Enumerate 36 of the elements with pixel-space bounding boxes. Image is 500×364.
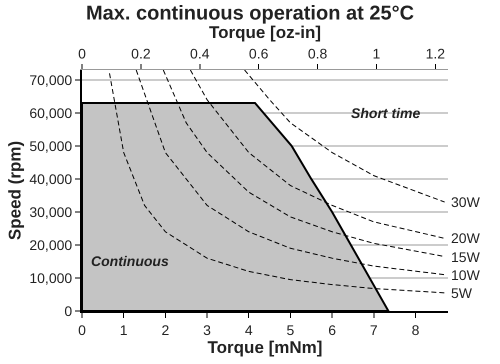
x2-tick-label: 0.8: [308, 45, 328, 62]
series-label: 30W: [451, 194, 481, 210]
x-tick-label: 3: [203, 322, 212, 338]
x-tick-label: 5: [286, 322, 295, 338]
y-tick-label: 60,000: [29, 104, 72, 121]
x-tick-label: 8: [412, 322, 420, 338]
x-tick-label: 4: [244, 322, 253, 338]
x-tick-label: 7: [370, 322, 378, 338]
series-label: 5W: [451, 285, 473, 301]
x-tick-label: 0: [78, 322, 86, 338]
y-axis-title: Speed (rpm): [5, 140, 24, 240]
x2-tick-label: 0.6: [248, 45, 269, 62]
x2-tick-label: 0: [78, 45, 86, 62]
chart-title: Max. continuous operation at 25°C: [86, 2, 414, 24]
series-label: 10W: [451, 267, 481, 283]
y-tick-label: 20,000: [29, 236, 72, 253]
y-tick-label: 70,000: [29, 72, 72, 88]
x2-tick-label: 0.2: [131, 45, 151, 62]
x2-tick-label: 0.4: [190, 45, 210, 62]
series-label: 15W: [451, 249, 481, 265]
y-tick-label: 0: [64, 302, 72, 319]
x-tick-label: 6: [328, 322, 336, 338]
x-tick-label: 1: [120, 322, 128, 338]
x2-tick-label: 1.2: [426, 45, 446, 62]
x-axis-title: Torque [mNm]: [208, 338, 322, 357]
x-tick-label: 2: [161, 322, 170, 338]
x2-axis-title: Torque [oz-in]: [208, 22, 322, 42]
y-tick-label: 30,000: [29, 204, 72, 220]
annotation: Short time: [351, 105, 420, 121]
annotation: Continuous: [91, 253, 169, 269]
y-tick-label: 40,000: [29, 170, 72, 187]
x2-tick-label: 1: [372, 45, 381, 62]
line-series: [244, 70, 446, 203]
y-tick-label: 10,000: [29, 270, 72, 286]
y-tick-label: 50,000: [29, 138, 72, 154]
series-label: 20W: [451, 230, 481, 246]
